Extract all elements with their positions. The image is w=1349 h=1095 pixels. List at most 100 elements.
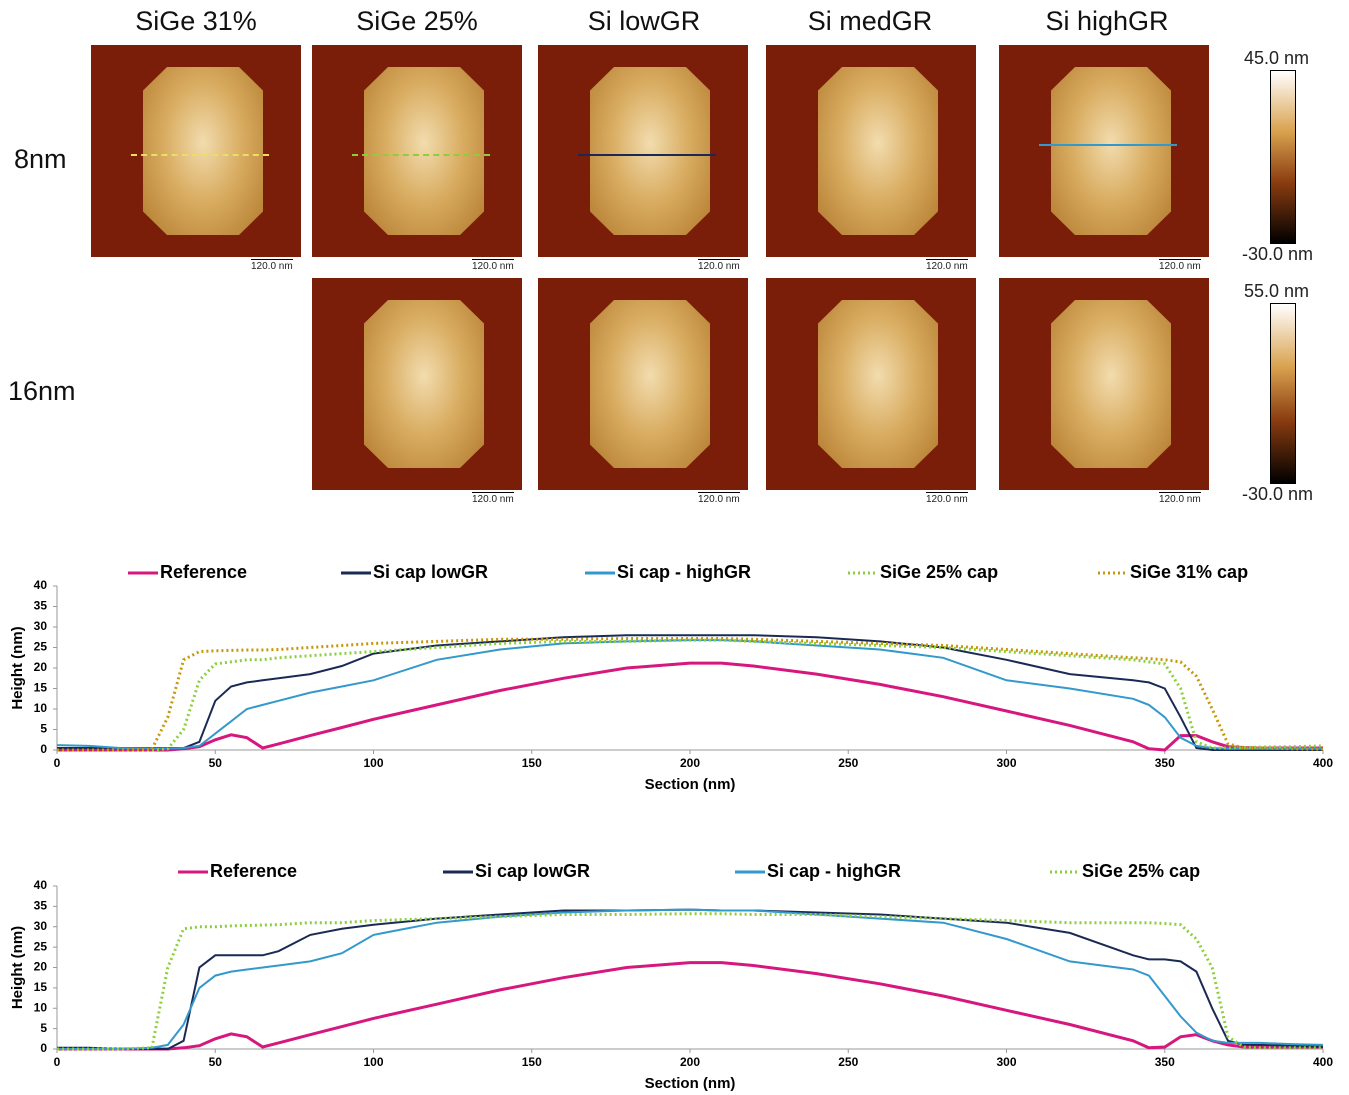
- island: [364, 67, 484, 235]
- afm-image: [538, 45, 748, 257]
- x-axis-title: Section (nm): [645, 1075, 736, 1092]
- x-tick-label: 400: [1313, 756, 1333, 770]
- y-tick-label: 0: [40, 742, 47, 756]
- y-tick-label: 20: [34, 960, 48, 974]
- column-label: SiGe 25%: [356, 6, 478, 36]
- x-tick-label: 400: [1313, 1055, 1333, 1069]
- afm-image: [312, 45, 522, 257]
- y-tick-label: 25: [34, 640, 48, 654]
- series-line: [57, 637, 1324, 752]
- series-line: [57, 908, 1324, 1050]
- y-tick-label: 15: [34, 681, 48, 695]
- scale-bar: 120.0 nm: [1159, 492, 1201, 505]
- series-line: [57, 912, 1323, 1051]
- island: [1051, 300, 1171, 468]
- column-label: SiGe 31%: [135, 6, 257, 36]
- legend-label: SiGe 25% cap: [1082, 861, 1200, 881]
- x-tick-label: 150: [522, 756, 542, 770]
- row-label: 16nm: [8, 376, 76, 406]
- x-tick-label: 50: [209, 1055, 223, 1069]
- profile-line: [131, 154, 269, 156]
- y-tick-label: 35: [34, 899, 48, 913]
- legend-label: Si cap - highGR: [617, 562, 751, 582]
- y-tick-label: 30: [34, 919, 48, 933]
- afm-image: [999, 278, 1209, 490]
- scale-bar: 120.0 nm: [251, 259, 293, 272]
- y-axis-title: Height (nm): [9, 626, 26, 709]
- y-tick-label: 35: [34, 599, 48, 613]
- y-tick-label: 5: [40, 722, 47, 736]
- legend-label: Reference: [210, 861, 297, 881]
- legend-label: Reference: [160, 562, 247, 582]
- column-label: Si medGR: [807, 6, 933, 36]
- colorbar: [1270, 70, 1296, 244]
- island: [590, 67, 710, 235]
- profile-line: [1039, 144, 1177, 146]
- y-tick-label: 25: [34, 939, 48, 953]
- y-tick-label: 40: [34, 878, 48, 892]
- series-line: [57, 908, 1324, 1050]
- column-label: Si lowGR: [587, 6, 701, 36]
- x-tick-label: 350: [1155, 1055, 1175, 1069]
- scale-bar: 120.0 nm: [472, 259, 514, 272]
- column-label: Si highGR: [1045, 6, 1169, 36]
- afm-image: [312, 278, 522, 490]
- island: [818, 67, 938, 235]
- y-axis-title: Height (nm): [9, 926, 26, 1009]
- series-line: [57, 961, 1323, 1051]
- y-tick-label: 5: [40, 1021, 47, 1035]
- afm-image: [999, 45, 1209, 257]
- x-tick-label: 300: [996, 756, 1016, 770]
- y-tick-label: 20: [34, 660, 48, 674]
- colorbar-min: -30.0 nm: [1242, 244, 1314, 264]
- y-tick-label: 0: [40, 1041, 47, 1055]
- legend-label: SiGe 25% cap: [880, 562, 998, 582]
- scale-bar: 120.0 nm: [698, 492, 740, 505]
- x-tick-label: 200: [680, 756, 700, 770]
- legend-label: Si cap lowGR: [475, 861, 590, 881]
- island: [590, 300, 710, 468]
- x-tick-label: 250: [838, 756, 858, 770]
- island: [364, 300, 484, 468]
- scale-bar: 120.0 nm: [926, 492, 968, 505]
- scale-bar: 120.0 nm: [472, 492, 514, 505]
- profile-line: [578, 154, 716, 156]
- y-tick-label: 10: [34, 1000, 48, 1014]
- x-tick-label: 150: [522, 1055, 542, 1069]
- x-tick-label: 100: [363, 1055, 383, 1069]
- y-tick-label: 30: [34, 619, 48, 633]
- x-tick-label: 350: [1155, 756, 1175, 770]
- y-tick-label: 40: [34, 578, 48, 592]
- x-axis-title: Section (nm): [645, 776, 736, 793]
- scale-bar: 120.0 nm: [926, 259, 968, 272]
- island: [818, 300, 938, 468]
- legend-label: Si cap - highGR: [767, 861, 901, 881]
- colorbar-min: -30.0 nm: [1242, 484, 1314, 504]
- y-tick-label: 15: [34, 980, 48, 994]
- legend-label: Si cap lowGR: [373, 562, 488, 582]
- series-line: [57, 634, 1323, 751]
- series-line: [57, 638, 1324, 752]
- colorbar-max: 55.0 nm: [1244, 281, 1310, 301]
- afm-image: [538, 278, 748, 490]
- x-tick-label: 200: [680, 1055, 700, 1069]
- x-tick-label: 0: [54, 1055, 61, 1069]
- series-line: [57, 661, 1323, 752]
- x-tick-label: 0: [54, 756, 61, 770]
- island: [143, 67, 263, 235]
- colorbar-max: 45.0 nm: [1244, 48, 1310, 68]
- afm-image: [766, 278, 976, 490]
- colorbar: [1270, 303, 1296, 484]
- scale-bar: 120.0 nm: [1159, 259, 1201, 272]
- island: [1051, 67, 1171, 235]
- scale-bar: 120.0 nm: [698, 259, 740, 272]
- x-tick-label: 250: [838, 1055, 858, 1069]
- afm-image: [766, 45, 976, 257]
- legend-label: SiGe 31% cap: [1130, 562, 1248, 582]
- series-line: [56, 639, 1323, 750]
- profile-line: [352, 154, 490, 156]
- afm-image: [91, 45, 301, 257]
- x-tick-label: 50: [209, 756, 223, 770]
